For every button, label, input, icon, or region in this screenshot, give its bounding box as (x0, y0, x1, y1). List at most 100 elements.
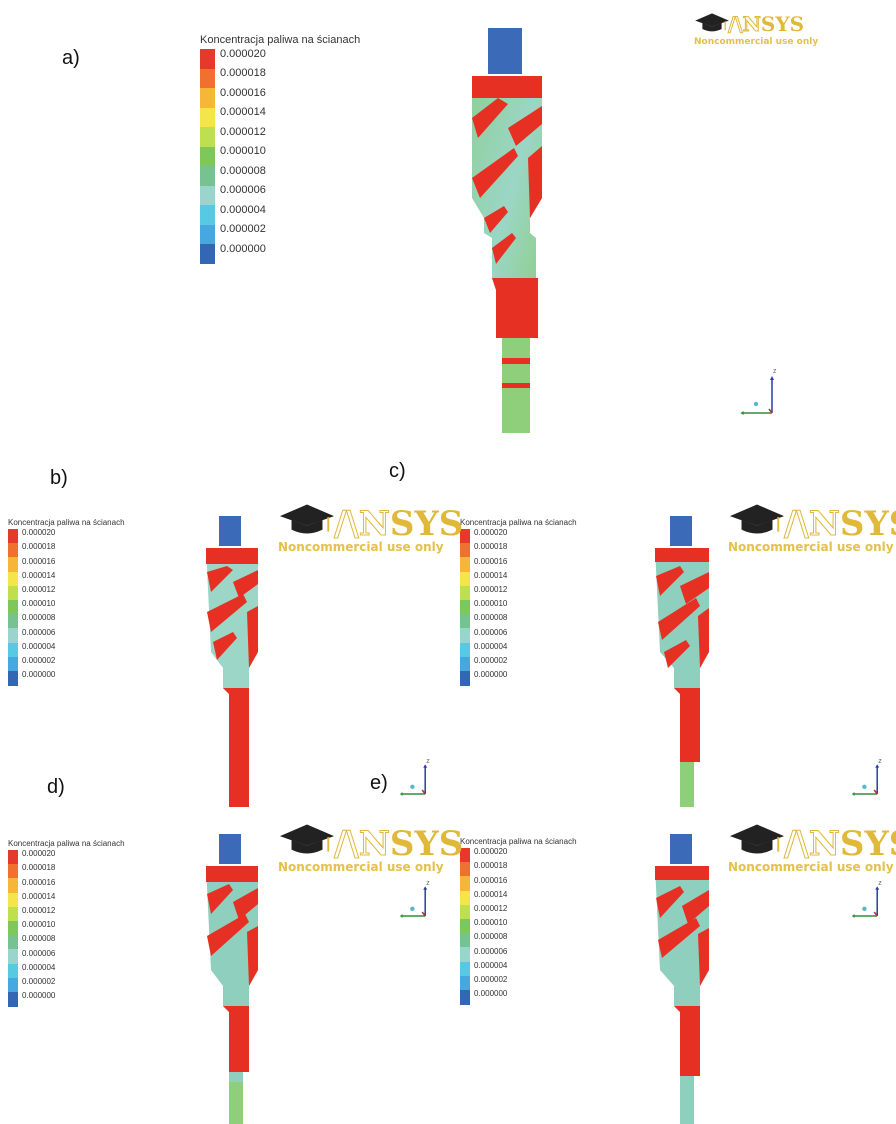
legend-swatch (460, 614, 470, 629)
legend-swatch (460, 975, 470, 991)
ansys-wordmark-part: /\N (334, 824, 391, 865)
legend-swatch (460, 557, 470, 573)
legend-swatch (460, 529, 470, 544)
legend-swatch (200, 166, 215, 186)
ansys-wordmark: /\NSYS (728, 12, 805, 37)
legend-tick-label: 0.000014 (22, 891, 56, 901)
legend-tick-label: 0.000004 (22, 641, 56, 651)
legend-panel-c: Koncentracja paliwa na ścianach 0.000020 0… (460, 518, 640, 686)
legend-swatch (460, 919, 470, 934)
legend-swatch (8, 992, 18, 1007)
ansys-wordmark-part: /\N (334, 504, 391, 545)
contour-geometry-b (206, 516, 258, 807)
legend-tick-label: 0.000002 (474, 656, 508, 665)
legend-swatch (8, 850, 18, 865)
legend-tick-label: 0.000018 (22, 863, 56, 873)
noncommercial-notice: Noncommercial use only (728, 540, 894, 554)
graduation-cap-icon (729, 504, 785, 534)
ansys-wordmark-part: SYS (839, 504, 896, 544)
legend-tick-label: 0.000012 (474, 904, 508, 913)
legend-tick-label: 0.000002 (220, 223, 266, 236)
legend-tick-label: 0.000020 (22, 849, 56, 859)
legend-tick-label: 0.000004 (220, 203, 266, 216)
legend-tick-label: 0.000014 (474, 570, 508, 580)
legend-tick-label: 0.000014 (22, 570, 56, 580)
ansys-wordmark: /\NSYS (784, 824, 896, 865)
axis-triad: z (398, 880, 430, 920)
legend-tick-label: 0.000010 (22, 920, 56, 930)
legend-tick-label: 0.000010 (474, 918, 508, 928)
legend-tick-label: 0.000006 (220, 184, 266, 197)
legend-swatch (8, 921, 18, 936)
panel-label-e: e) (370, 772, 388, 794)
axis-z-label: z (426, 758, 430, 765)
legend-title: Koncentracja paliwa na ścianach (8, 518, 125, 527)
legend-tick-label: 0.000020 (474, 847, 508, 857)
contour-geometry-d (206, 834, 258, 1124)
legend-swatch (8, 642, 18, 658)
ansys-wordmark-part: /\N (728, 12, 762, 37)
legend-tick-label: 0.000000 (474, 989, 508, 999)
legend-swatch (460, 671, 470, 686)
legend-tick-label: 0.000010 (220, 145, 266, 158)
legend-tick-label: 0.000016 (22, 556, 56, 566)
legend-tick-label: 0.000006 (22, 627, 56, 637)
legend-tick-label: 0.000014 (474, 889, 508, 899)
axis-triad: z (738, 368, 778, 418)
legend-tick-label: 0.000010 (22, 599, 56, 609)
axis-z-label: z (773, 368, 777, 375)
legend-tick-label: 0.000004 (22, 962, 56, 972)
legend-swatch (8, 585, 18, 601)
legend-tick-label: 0.000020 (220, 47, 266, 60)
legend-swatch (8, 529, 18, 544)
legend-tick-label: 0.000002 (22, 656, 56, 665)
legend-swatch (460, 585, 470, 601)
legend-swatch (8, 892, 18, 908)
legend-tick-label: 0.000000 (220, 242, 266, 255)
legend-swatch (460, 876, 470, 892)
noncommercial-notice: Noncommercial use only (278, 540, 444, 554)
legend-tick-label: 0.000012 (22, 906, 56, 915)
graduation-cap-icon (695, 13, 729, 32)
legend-swatch (8, 949, 18, 965)
legend-tick-label: 0.000008 (220, 164, 266, 177)
axis-triad-icon (851, 764, 880, 796)
legend-swatch (460, 571, 470, 587)
legend-swatch (200, 88, 215, 108)
legend-swatch (200, 68, 215, 89)
panel-label-c: c) (389, 460, 406, 482)
legend-tick-label: 0.000016 (220, 86, 266, 99)
legend-tick-label: 0.000016 (22, 877, 56, 887)
legend-tick-label: 0.000002 (474, 975, 508, 984)
legend-swatch (460, 628, 470, 644)
legend-tick-label: 0.000012 (220, 125, 266, 138)
legend-swatch (200, 49, 215, 69)
legend-panel-e: Koncentracja paliwa na ścianach 0.000020 0… (460, 837, 640, 1005)
legend-swatch (8, 614, 18, 629)
legend-swatch (8, 864, 18, 879)
panel-label-b: b) (50, 467, 68, 489)
graduation-cap-icon (279, 504, 335, 534)
axis-triad-icon (399, 886, 428, 918)
noncommercial-notice: Noncommercial use only (728, 860, 894, 874)
ansys-wordmark: /\NSYS (334, 504, 464, 545)
legend-tick-label: 0.000014 (220, 106, 266, 119)
legend-swatch (8, 963, 18, 979)
noncommercial-notice: Noncommercial use only (278, 860, 444, 874)
legend-swatch (8, 571, 18, 587)
legend-swatch (200, 224, 215, 245)
legend-swatch (8, 600, 18, 615)
legend-swatch (460, 543, 470, 558)
ansys-wordmark-part: /\N (784, 824, 841, 865)
legend-swatch (460, 848, 470, 863)
legend-tick-label: 0.000020 (474, 528, 508, 538)
legend-tick-label: 0.000018 (474, 861, 508, 871)
ansys-wordmark-part: /\N (784, 504, 841, 545)
axis-z-label: z (878, 758, 882, 765)
legend-tick-label: 0.000010 (474, 599, 508, 609)
legend-tick-label: 0.000004 (474, 641, 508, 651)
legend-tick-label: 0.000002 (22, 977, 56, 986)
